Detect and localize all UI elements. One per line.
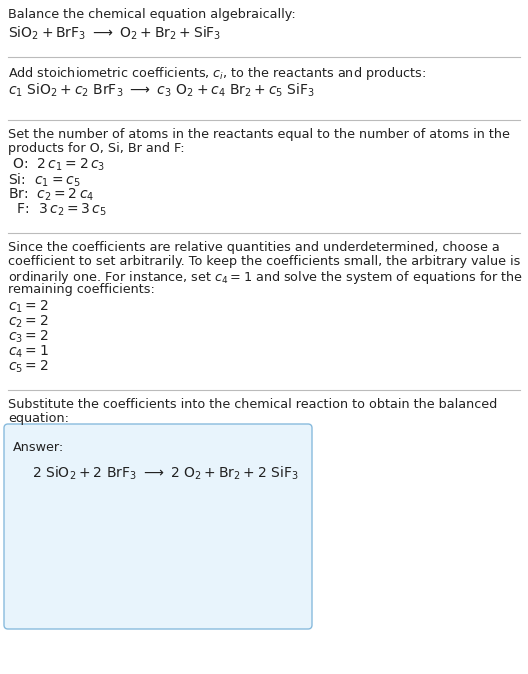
Text: $c_4 = 1$: $c_4 = 1$ [8,344,49,361]
Text: Set the number of atoms in the reactants equal to the number of atoms in the: Set the number of atoms in the reactants… [8,128,510,141]
Text: remaining coefficients:: remaining coefficients: [8,283,155,296]
Text: products for O, Si, Br and F:: products for O, Si, Br and F: [8,142,185,155]
Text: Add stoichiometric coefficients, $c_i$, to the reactants and products:: Add stoichiometric coefficients, $c_i$, … [8,65,426,82]
Text: Answer:: Answer: [13,441,64,454]
FancyBboxPatch shape [4,424,312,629]
Text: $c_5 = 2$: $c_5 = 2$ [8,359,49,375]
Text: Since the coefficients are relative quantities and underdetermined, choose a: Since the coefficients are relative quan… [8,241,499,254]
Text: $c_2 = 2$: $c_2 = 2$ [8,314,49,330]
Text: $2\ \mathrm{SiO_2} + 2\ \mathrm{BrF_3}\ \longrightarrow\ 2\ \mathrm{O_2} + \math: $2\ \mathrm{SiO_2} + 2\ \mathrm{BrF_3}\ … [32,465,298,483]
Text: coefficient to set arbitrarily. To keep the coefficients small, the arbitrary va: coefficient to set arbitrarily. To keep … [8,255,520,268]
Text: F:  $3\,c_2 = 3\,c_5$: F: $3\,c_2 = 3\,c_5$ [8,202,107,218]
Text: equation:: equation: [8,412,69,425]
Text: $c_1\ \mathrm{SiO_2} + c_2\ \mathrm{BrF_3} \ \longrightarrow \ c_3\ \mathrm{O_2}: $c_1\ \mathrm{SiO_2} + c_2\ \mathrm{BrF_… [8,82,315,99]
Text: $\mathrm{SiO_2 + BrF_3 \ \longrightarrow \ O_2 + Br_2 + SiF_3}$: $\mathrm{SiO_2 + BrF_3 \ \longrightarrow… [8,25,221,42]
Text: $c_1 = 2$: $c_1 = 2$ [8,299,49,315]
Text: $c_3 = 2$: $c_3 = 2$ [8,329,49,345]
Text: O:  $2\,c_1 = 2\,c_3$: O: $2\,c_1 = 2\,c_3$ [8,157,105,173]
Text: Si:  $c_1 = c_5$: Si: $c_1 = c_5$ [8,172,80,189]
Text: Balance the chemical equation algebraically:: Balance the chemical equation algebraica… [8,8,296,21]
Text: Br:  $c_2 = 2\,c_4$: Br: $c_2 = 2\,c_4$ [8,187,94,204]
Text: ordinarily one. For instance, set $c_4 = 1$ and solve the system of equations fo: ordinarily one. For instance, set $c_4 =… [8,269,523,286]
Text: Substitute the coefficients into the chemical reaction to obtain the balanced: Substitute the coefficients into the che… [8,398,497,411]
